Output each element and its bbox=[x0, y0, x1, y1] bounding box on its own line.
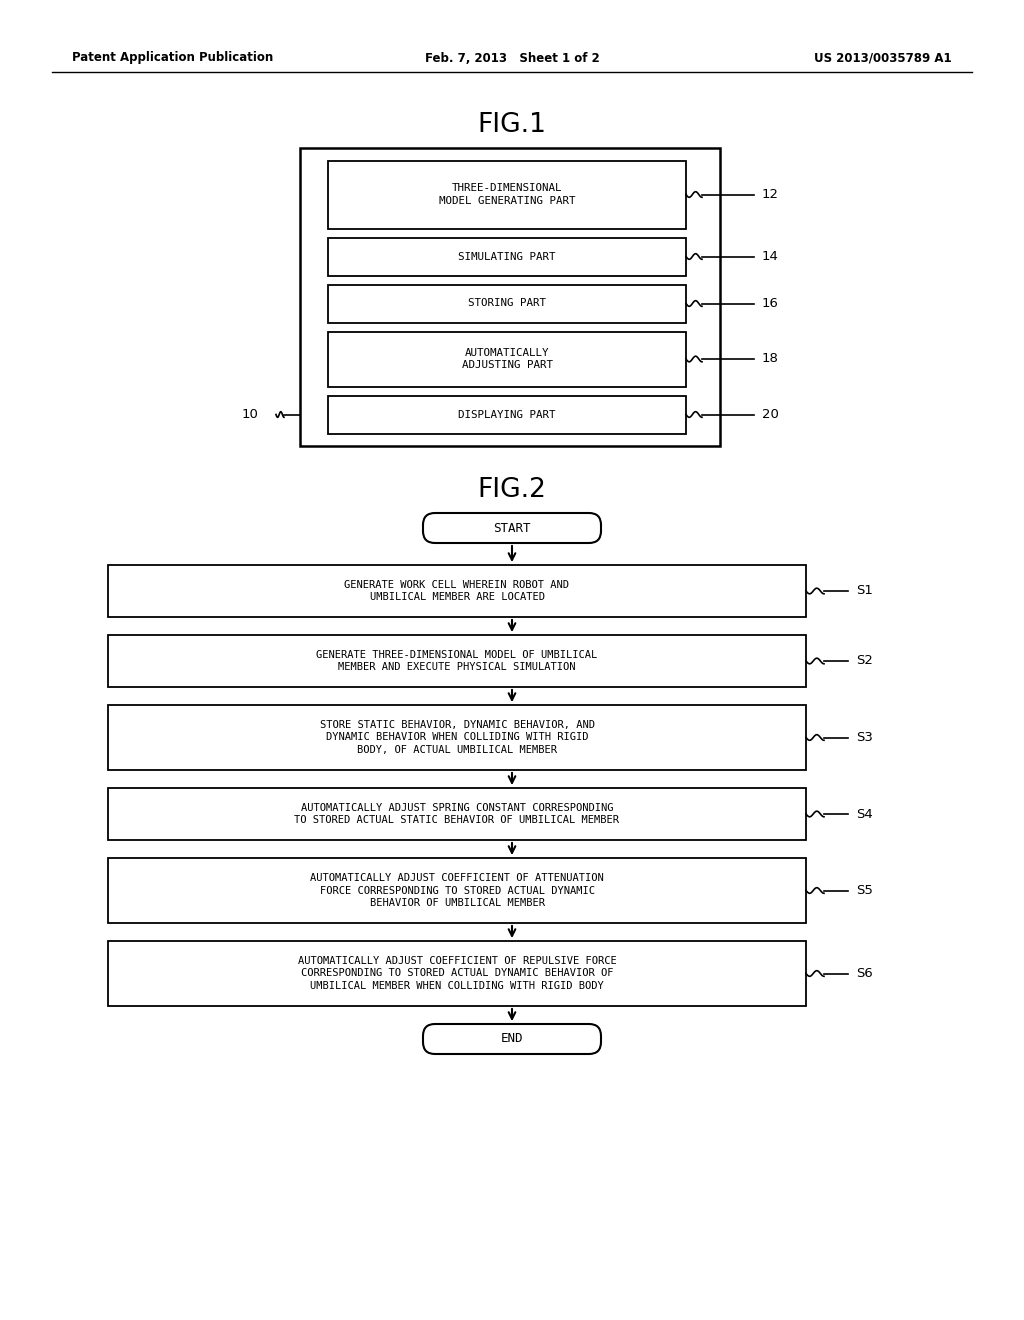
Text: Feb. 7, 2013   Sheet 1 of 2: Feb. 7, 2013 Sheet 1 of 2 bbox=[425, 51, 599, 65]
Text: S4: S4 bbox=[856, 808, 872, 821]
Text: GENERATE WORK CELL WHEREIN ROBOT AND
UMBILICAL MEMBER ARE LOCATED: GENERATE WORK CELL WHEREIN ROBOT AND UMB… bbox=[344, 579, 569, 602]
Bar bbox=[328, 285, 686, 322]
Bar bbox=[108, 565, 806, 616]
Text: STORE STATIC BEHAVIOR, DYNAMIC BEHAVIOR, AND
DYNAMIC BEHAVIOR WHEN COLLIDING WIT: STORE STATIC BEHAVIOR, DYNAMIC BEHAVIOR,… bbox=[319, 719, 595, 755]
Text: Patent Application Publication: Patent Application Publication bbox=[72, 51, 273, 65]
Bar bbox=[108, 788, 806, 840]
Text: FIG.1: FIG.1 bbox=[477, 112, 547, 139]
Bar bbox=[300, 148, 720, 446]
Text: 10: 10 bbox=[241, 408, 258, 421]
Bar bbox=[108, 635, 806, 686]
Text: 16: 16 bbox=[762, 297, 779, 310]
Text: AUTOMATICALLY ADJUST SPRING CONSTANT CORRESPONDING
TO STORED ACTUAL STATIC BEHAV: AUTOMATICALLY ADJUST SPRING CONSTANT COR… bbox=[295, 803, 620, 825]
Text: 18: 18 bbox=[762, 352, 779, 366]
Bar bbox=[328, 238, 686, 276]
Text: S3: S3 bbox=[856, 731, 872, 744]
Text: AUTOMATICALLY ADJUST COEFFICIENT OF ATTENUATION
FORCE CORRESPONDING TO STORED AC: AUTOMATICALLY ADJUST COEFFICIENT OF ATTE… bbox=[310, 873, 604, 908]
Text: SIMULATING PART: SIMULATING PART bbox=[459, 252, 556, 261]
Bar bbox=[328, 161, 686, 228]
Text: 12: 12 bbox=[762, 187, 779, 201]
Bar bbox=[328, 396, 686, 433]
Text: AUTOMATICALLY
ADJUSTING PART: AUTOMATICALLY ADJUSTING PART bbox=[462, 347, 553, 371]
Bar bbox=[108, 858, 806, 923]
Text: DISPLAYING PART: DISPLAYING PART bbox=[459, 409, 556, 420]
Text: STORING PART: STORING PART bbox=[468, 298, 546, 309]
Text: S2: S2 bbox=[856, 655, 872, 668]
Text: THREE-DIMENSIONAL
MODEL GENERATING PART: THREE-DIMENSIONAL MODEL GENERATING PART bbox=[438, 183, 575, 206]
FancyBboxPatch shape bbox=[423, 513, 601, 543]
Text: AUTOMATICALLY ADJUST COEFFICIENT OF REPULSIVE FORCE
CORRESPONDING TO STORED ACTU: AUTOMATICALLY ADJUST COEFFICIENT OF REPU… bbox=[298, 956, 616, 991]
Text: S6: S6 bbox=[856, 968, 872, 979]
Text: S1: S1 bbox=[856, 585, 872, 598]
Text: GENERATE THREE-DIMENSIONAL MODEL OF UMBILICAL
MEMBER AND EXECUTE PHYSICAL SIMULA: GENERATE THREE-DIMENSIONAL MODEL OF UMBI… bbox=[316, 649, 598, 672]
Text: FIG.2: FIG.2 bbox=[477, 477, 547, 503]
Text: 20: 20 bbox=[762, 408, 779, 421]
Text: US 2013/0035789 A1: US 2013/0035789 A1 bbox=[814, 51, 952, 65]
Text: START: START bbox=[494, 521, 530, 535]
Bar bbox=[108, 941, 806, 1006]
Bar bbox=[108, 705, 806, 770]
Text: END: END bbox=[501, 1032, 523, 1045]
Text: S5: S5 bbox=[856, 884, 872, 898]
Text: 14: 14 bbox=[762, 249, 779, 263]
Bar bbox=[328, 331, 686, 387]
FancyBboxPatch shape bbox=[423, 1024, 601, 1053]
